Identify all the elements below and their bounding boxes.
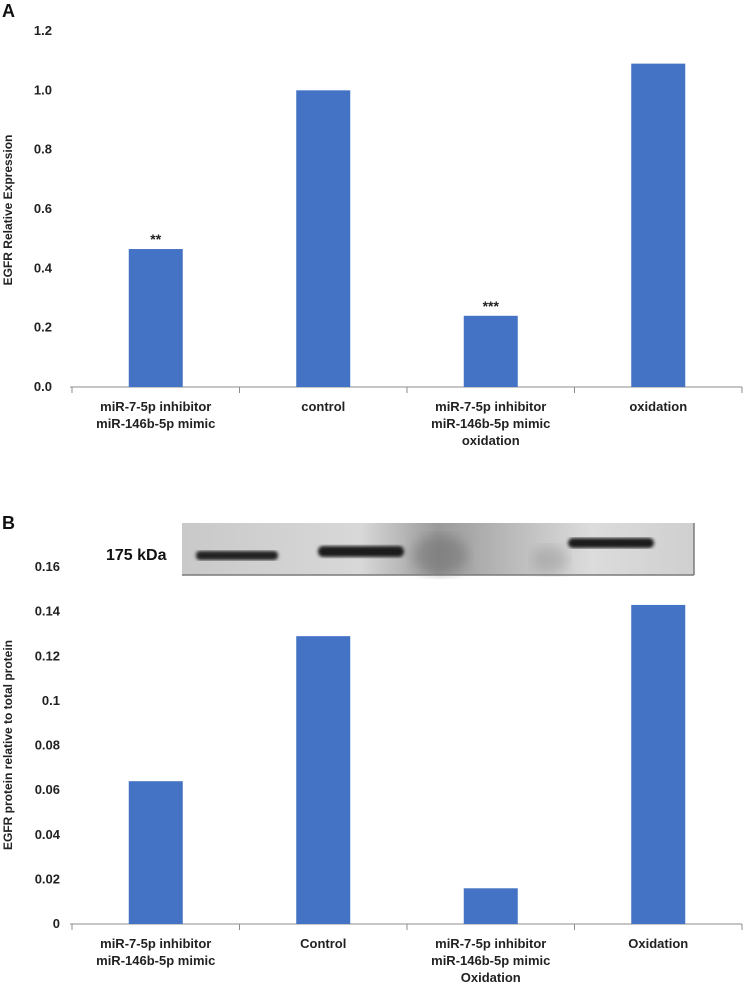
panel-a-category-label: oxidation	[629, 399, 687, 414]
panel-b-y-tick-label: 0.02	[35, 871, 60, 886]
panel-a-category-label-line: miR-146b-5p mimic	[96, 416, 215, 431]
western-blot-image	[182, 523, 695, 576]
panel-b-bar	[296, 636, 351, 924]
panel-b-y-tick-label: 0.12	[35, 648, 60, 663]
panel-a-y-tick-label: 0.4	[34, 260, 53, 275]
panel-a-significance-label: **	[150, 231, 161, 247]
panel-a-category-label-line: oxidation	[629, 399, 687, 414]
panel-b-bar	[631, 604, 686, 924]
panel-a-category-label: control	[301, 399, 345, 414]
panel-a-y-tick-label: 0.8	[34, 142, 52, 157]
panel-b-category-label-line: miR-146b-5p mimic	[96, 953, 215, 968]
panel-a-category-label-line: miR-7-5p inhibitor	[435, 399, 546, 414]
panel-a-bar	[631, 63, 686, 388]
panel-a-category-label-line: oxidation	[462, 433, 520, 448]
blot-band-lane-1	[196, 551, 278, 560]
panel-a-y-tick-label: 1.0	[34, 82, 52, 97]
panel-a-y-tick-label: 0.6	[34, 201, 52, 216]
panel-a-category-label-line: miR-7-5p inhibitor	[100, 399, 211, 414]
panel-a-y-tick-label: 0.0	[34, 379, 52, 394]
panel-b-category-label-line: miR-146b-5p mimic	[431, 953, 550, 968]
panel-b-category-label: miR-7-5p inhibitor miR-146b-5p mimic Oxida…	[431, 936, 550, 982]
panel-b-y-tick-label: 0.1	[42, 693, 60, 708]
panel-b-y-axis-title: EGFR protein relative to total protein	[1, 640, 15, 850]
panel-b-y-tick-label: 0.14	[35, 604, 61, 619]
panel-a-y-tick-label: 0.2	[34, 320, 52, 335]
panel-b-category-label: Oxidation	[628, 936, 688, 951]
panel-a-bar-chart: 0.0 0.2 0.4 0.6 0.8 1.0 1.2 ** miR-7-5p inhibito…	[34, 23, 743, 448]
blot-smudge	[412, 535, 468, 575]
panel-a-category-label: miR-7-5p inhibitor miR-146b-5p mimic oxida…	[431, 399, 550, 448]
panel-a-category-label-line: control	[301, 399, 345, 414]
panel-b-y-tick-label: 0.06	[35, 782, 60, 797]
blot-molecular-weight-label: 175 kDa	[106, 547, 167, 564]
panel-b-y-tick-label: 0.08	[35, 738, 60, 753]
blot-band-lane-2	[318, 546, 404, 557]
panel-b-y-tick-label: 0	[53, 916, 60, 931]
panel-b-category-label-line: miR-7-5p inhibitor	[435, 936, 546, 951]
blot-band-lane-4	[568, 538, 654, 548]
panel-a-bar	[296, 90, 351, 387]
panel-a-significance-label: ***	[483, 298, 500, 314]
panel-b-bar-chart: 0 0.02 0.04 0.06 0.08 0.1 0.12 0.14 0.16 miR-7-5p…	[35, 559, 743, 982]
panel-b-bar	[463, 888, 518, 924]
panel-b-y-tick-label: 0.16	[35, 559, 60, 574]
panel-b-bar	[128, 781, 183, 924]
panel-a-bar	[463, 315, 518, 387]
panel-b-y-tick-label: 0.04	[35, 827, 61, 842]
panel-b-category-label-line: Oxidation	[461, 970, 521, 982]
panel-a-y-tick-label: 1.2	[34, 23, 52, 38]
blot-smudge	[532, 546, 568, 574]
panel-a-category-label-line: miR-146b-5p mimic	[431, 416, 550, 431]
panel-a-label: A	[2, 1, 15, 21]
panel-b-label: B	[2, 513, 15, 533]
panel-a-category-label: miR-7-5p inhibitor miR-146b-5p mimic	[96, 399, 215, 431]
panel-b-category-label-line: Oxidation	[628, 936, 688, 951]
panel-b-category-label: Control	[300, 936, 346, 951]
panel-b-category-label-line: miR-7-5p inhibitor	[100, 936, 211, 951]
panel-a-bar	[128, 249, 183, 387]
panel-b-category-label-line: Control	[300, 936, 346, 951]
panel-a-y-axis-title: EGFR Relative Expression	[1, 135, 15, 286]
panel-b-category-label: miR-7-5p inhibitor miR-146b-5p mimic	[96, 936, 215, 968]
